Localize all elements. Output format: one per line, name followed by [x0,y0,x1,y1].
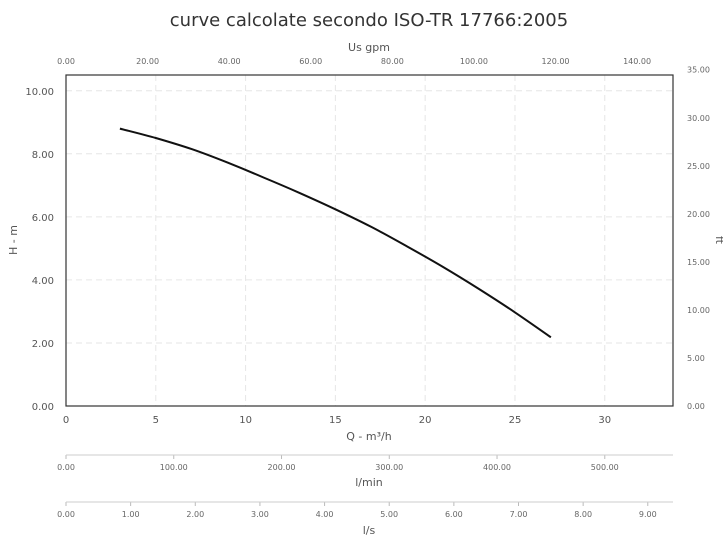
x-tick-label: 15 [329,415,342,426]
y-tick-label: 2.00 [32,339,54,350]
y-tick-label: 6.00 [32,213,54,224]
extra-axis-tick-label: 7.00 [510,510,528,519]
x-tick-label: 0 [63,415,69,426]
top-tick-label: 60.00 [299,57,322,66]
ls-axis-label: l/s [363,524,376,536]
extra-axis-tick-label: 9.00 [639,510,657,519]
right-tick-label: 35.00 [687,66,710,75]
extra-axis-tick-label: 0.00 [57,463,75,472]
extra-axis-tick-label: 2.00 [186,510,204,519]
top-tick-label: 0.00 [57,57,75,66]
extra-axis-tick-label: 5.00 [380,510,398,519]
extra-axis-tick-label: 4.00 [316,510,334,519]
y-tick-label: 8.00 [32,150,54,161]
right-tick-label: 20.00 [687,210,710,219]
extra-axis-tick-label: 3.00 [251,510,269,519]
top-tick-label: 100.00 [460,57,488,66]
right-tick-label: 30.00 [687,114,710,123]
right-tick-label: 10.00 [687,306,710,315]
y-tick-label: 4.00 [32,276,54,287]
y-tick-label: 10.00 [25,87,54,98]
extra-axis-tick-label: 6.00 [445,510,463,519]
extra-axis-tick-label: 1.00 [122,510,140,519]
top-axis-label: Us gpm [348,41,390,54]
x-tick-label: 5 [153,415,159,426]
top-tick-label: 80.00 [381,57,404,66]
right-tick-label: 15.00 [687,258,710,267]
extra-axis-tick-label: 0.00 [57,510,75,519]
y-tick-label: 0.00 [32,402,54,413]
extra-axis-tick-label: 300.00 [375,463,403,472]
top-tick-label: 20.00 [136,57,159,66]
top-tick-label: 120.00 [542,57,570,66]
extra-axis-tick-label: 100.00 [160,463,188,472]
x-tick-label: 10 [239,415,252,426]
plot-frame [65,74,674,407]
top-tick-label: 40.00 [218,57,241,66]
grid [66,75,673,406]
x-axis-label: Q - m³/h [346,430,391,443]
x-tick-label: 20 [419,415,432,426]
extra-axis-tick-label: 8.00 [574,510,592,519]
x-tick-label: 25 [509,415,522,426]
right-tick-label: 5.00 [687,354,705,363]
top-tick-label: 140.00 [623,57,651,66]
right-tick-label: 25.00 [687,162,710,171]
series-line [119,127,552,339]
extra-axis-tick-label: 200.00 [268,463,296,472]
x-tick-label: 30 [598,415,611,426]
right-tick-label: 0.00 [687,402,705,411]
lmin-axis-label: l/min [355,476,383,489]
y-axis-label: H - m [7,225,20,255]
right-axis-label: ft [713,236,723,245]
tick-labels: 0 5 10 15 20 25 300.002.004.006.008.0010.000.0… [25,57,710,519]
chart-title: curve calcolate secondo ISO-TR 17766:200… [170,10,568,31]
extra-axis-tick-label: 400.00 [483,463,511,472]
extra-axis-tick-label: 500.00 [591,463,619,472]
